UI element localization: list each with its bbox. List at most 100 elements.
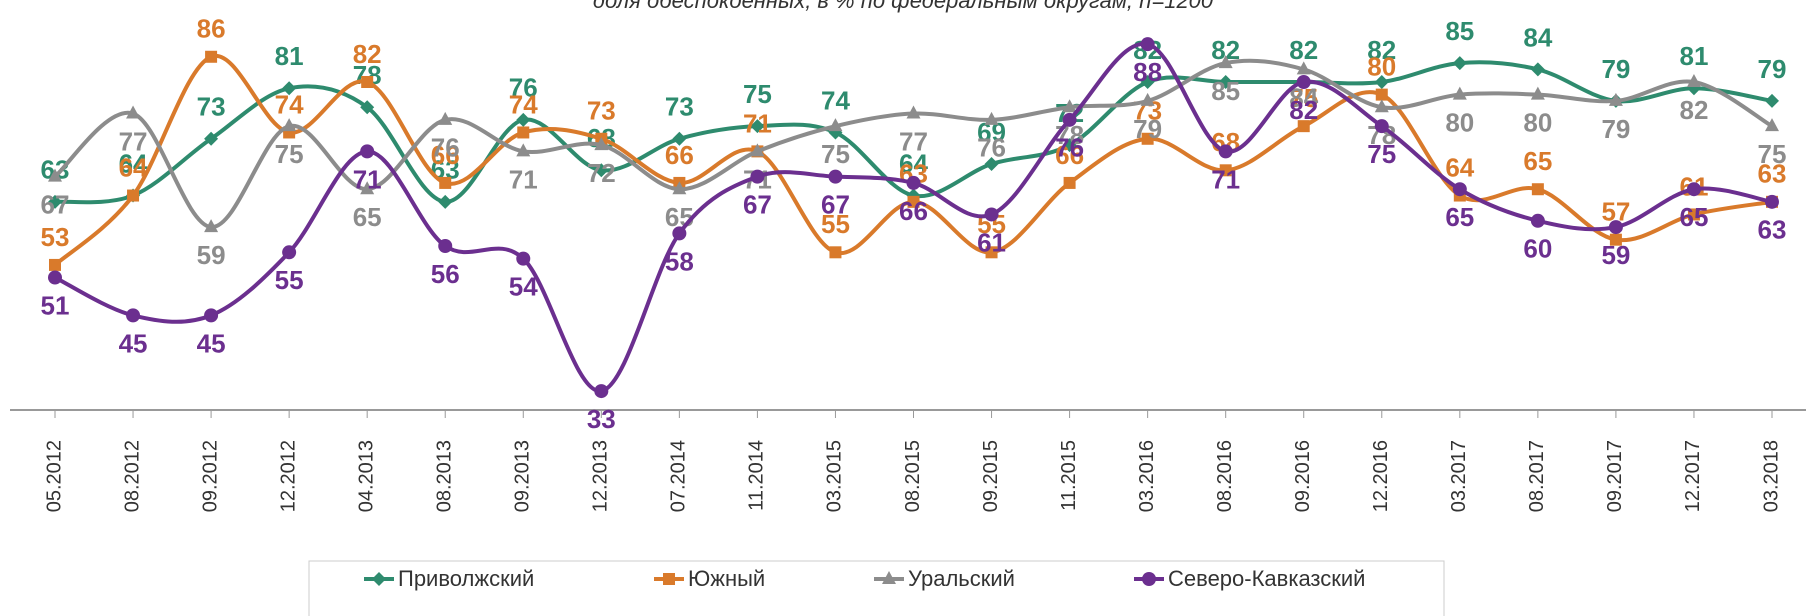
data-label: 66 (1055, 140, 1084, 170)
point (1374, 99, 1389, 113)
data-label: 82 (1679, 95, 1708, 125)
point (439, 176, 452, 189)
data-label: 74 (509, 89, 538, 119)
point (1062, 99, 1077, 113)
data-label: 55 (821, 209, 850, 239)
data-label: 81 (275, 41, 304, 71)
point (1765, 118, 1779, 132)
point (1062, 138, 1077, 153)
point (516, 143, 531, 157)
data-label: 66 (899, 196, 928, 226)
data-label: 75 (743, 79, 772, 109)
data-label: 67 (41, 189, 70, 219)
legend-item: Южный (654, 566, 765, 591)
data-label: 64 (119, 148, 148, 178)
data-label: 45 (119, 328, 148, 358)
x-tick-label: 03.2018 (1760, 440, 1782, 512)
point (1218, 75, 1233, 89)
point (1530, 213, 1545, 228)
point (361, 76, 374, 88)
data-label: 54 (509, 271, 538, 301)
point (48, 168, 62, 182)
x-tick-label: 07.2014 (668, 440, 690, 512)
point (594, 384, 609, 399)
data-label: 64 (1445, 152, 1474, 182)
data-label: 76 (431, 133, 460, 163)
point (906, 105, 921, 119)
data-label: 82 (353, 39, 382, 69)
data-label: 53 (41, 222, 70, 252)
point (48, 270, 62, 285)
point (1686, 182, 1701, 197)
point (1609, 233, 1622, 246)
point (48, 194, 62, 209)
x-tick-label: 03.2017 (1448, 440, 1470, 512)
data-label: 55 (275, 265, 304, 295)
legend-item: Приволжский (364, 566, 534, 591)
x-tick-label: 08.2017 (1526, 440, 1548, 512)
data-label: 65 (353, 202, 382, 232)
x-tick-label: 09.2013 (512, 440, 534, 512)
data-label: 84 (1523, 22, 1552, 52)
point (126, 308, 141, 323)
point (438, 111, 453, 125)
data-label: 58 (665, 246, 694, 276)
x-tick-label: 04.2013 (355, 440, 377, 512)
point (1531, 183, 1544, 196)
x-tick-label: 12.2017 (1682, 440, 1704, 512)
point (594, 163, 609, 178)
point (906, 175, 921, 190)
point (1218, 55, 1233, 69)
data-label: 59 (197, 240, 226, 270)
data-label: 73 (665, 92, 694, 122)
point (1296, 75, 1311, 89)
data-label: 71 (1211, 164, 1240, 194)
data-label: 59 (1601, 240, 1630, 270)
x-tick-label: 08.2012 (121, 440, 143, 512)
x-tick-label: 09.2012 (199, 440, 221, 512)
point (282, 118, 297, 132)
point (438, 194, 453, 209)
data-label: 75 (1758, 139, 1787, 169)
point (750, 143, 765, 157)
data-label: 66 (665, 140, 694, 170)
point (1608, 220, 1623, 235)
data-label: 67 (743, 189, 772, 219)
point (516, 112, 531, 127)
point (1375, 88, 1388, 101)
data-label: 71 (509, 164, 538, 194)
data-label: 56 (431, 259, 460, 289)
point (1142, 572, 1156, 586)
legend-label: Уральский (908, 566, 1015, 591)
x-tick-label: 08.2016 (1214, 440, 1236, 512)
x-tick-label: 05.2012 (43, 440, 65, 512)
point (1530, 62, 1545, 77)
point (672, 131, 687, 146)
data-label: 65 (1523, 146, 1552, 176)
x-tick-label: 11.2014 (746, 440, 768, 511)
point (1452, 182, 1467, 197)
data-label: 79 (1601, 54, 1630, 84)
data-label: 79 (1133, 114, 1162, 144)
data-label: 75 (821, 139, 850, 169)
point (984, 157, 999, 171)
point (1608, 92, 1623, 106)
data-label: 45 (197, 328, 226, 358)
point (204, 308, 219, 323)
data-label: 74 (275, 89, 304, 119)
point (372, 572, 386, 586)
point (360, 100, 375, 115)
x-tick-label: 12.2016 (1370, 440, 1392, 512)
data-label: 85 (1211, 76, 1240, 106)
legend-box (308, 560, 1445, 616)
point (1140, 37, 1155, 52)
x-tick-label: 09.2017 (1604, 440, 1626, 512)
point (829, 246, 842, 259)
data-label: 80 (1445, 107, 1474, 137)
data-label: 79 (1758, 54, 1787, 84)
point (594, 137, 609, 151)
data-label: 76 (977, 133, 1006, 163)
data-label: 73 (197, 92, 226, 122)
data-label: 79 (1601, 114, 1630, 144)
